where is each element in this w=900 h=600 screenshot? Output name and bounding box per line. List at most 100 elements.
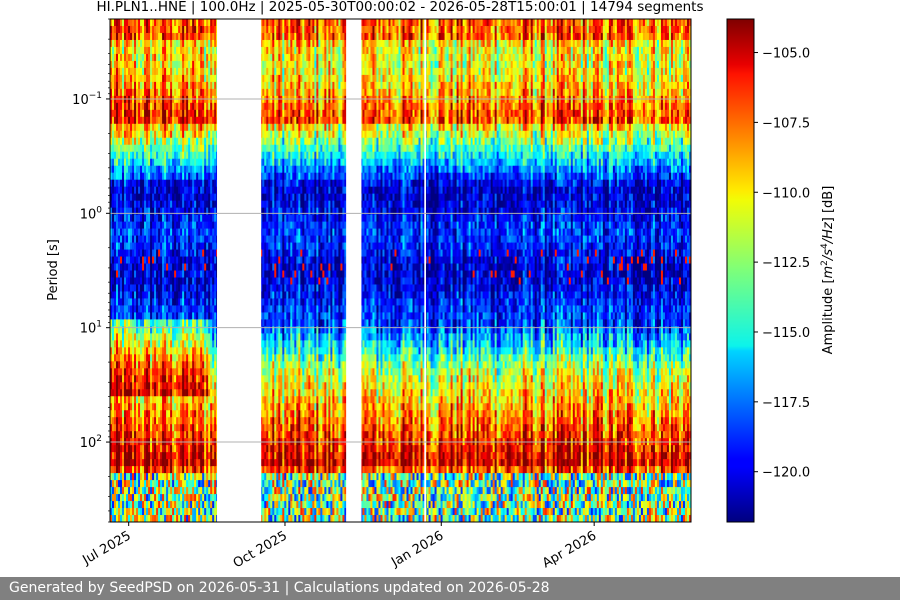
heatmap-cell [112, 235, 115, 244]
heatmap-cell [132, 431, 135, 439]
heatmap-cell [144, 305, 147, 314]
heatmap-cell [124, 326, 127, 334]
heatmap-cell [120, 480, 123, 488]
heatmap-cell [130, 494, 133, 502]
heatmap-cell [128, 235, 131, 244]
heatmap-cell [110, 445, 113, 453]
heatmap-cell [136, 284, 139, 293]
heatmap-cell [138, 130, 141, 139]
heatmap-cell [132, 473, 135, 481]
heatmap-cell [142, 32, 145, 41]
heatmap-cell [126, 67, 129, 76]
heatmap-cell [136, 235, 139, 244]
heatmap-cell [120, 312, 123, 321]
heatmap-cell [138, 67, 141, 76]
heatmap-cell [122, 221, 125, 230]
heatmap-cell [112, 123, 115, 132]
heatmap-cell [138, 480, 141, 488]
heatmap-cell [112, 298, 115, 307]
heatmap-cell [114, 214, 117, 223]
heatmap-cell [140, 459, 143, 467]
heatmap-cell [144, 130, 147, 139]
heatmap-cell [114, 473, 117, 481]
heatmap-cell [126, 95, 129, 104]
heatmap-cell [138, 424, 141, 432]
heatmap-cell [122, 354, 125, 362]
heatmap-cell [132, 60, 135, 69]
heatmap-cell [122, 480, 125, 488]
heatmap-cell [122, 291, 125, 300]
heatmap-cell [132, 480, 135, 488]
heatmap-cell [128, 501, 131, 509]
heatmap-cell [142, 228, 145, 237]
heatmap-cell [144, 480, 147, 488]
heatmap-cell [140, 354, 143, 362]
heatmap-cell [116, 95, 119, 104]
heatmap-cell [140, 172, 143, 181]
heatmap-cell [140, 67, 143, 76]
heatmap-cell [130, 74, 133, 83]
heatmap-cell [138, 473, 141, 481]
heatmap-cell [128, 81, 131, 90]
heatmap-cell [114, 67, 117, 76]
heatmap-cell [116, 424, 119, 432]
heatmap-cell [122, 473, 125, 481]
heatmap-cell [142, 312, 145, 321]
heatmap-cell [140, 95, 143, 104]
heatmap-cell [124, 452, 127, 460]
heatmap-cell [130, 452, 133, 460]
heatmap-cell [120, 200, 123, 209]
heatmap-cell [144, 193, 147, 202]
heatmap-cell [142, 109, 145, 118]
heatmap-cell [122, 508, 125, 516]
heatmap-cell [128, 221, 131, 230]
heatmap-cell [112, 508, 115, 516]
heatmap-cell [116, 32, 119, 41]
heatmap-cell [150, 95, 153, 104]
heatmap-cell [128, 319, 131, 327]
heatmap-cell [124, 53, 127, 62]
heatmap-cell [150, 473, 153, 481]
heatmap-cell [124, 25, 127, 34]
heatmap-cell [130, 228, 133, 237]
heatmap-cell [136, 19, 139, 27]
heatmap-cell [118, 221, 121, 230]
heatmap-cell [126, 326, 129, 334]
heatmap-cell [134, 200, 137, 209]
heatmap-cell [124, 501, 127, 509]
heatmap-cell [120, 452, 123, 460]
heatmap-cell [124, 368, 127, 376]
heatmap-cell [136, 137, 139, 146]
heatmap-cell [114, 74, 117, 83]
heatmap-cell [112, 53, 115, 62]
heatmap-cell [110, 326, 113, 334]
heatmap-cell [128, 431, 131, 439]
heatmap-cell [146, 403, 149, 411]
heatmap-cell [150, 193, 153, 202]
heatmap-cell [110, 256, 113, 265]
heatmap-cell [110, 473, 113, 481]
heatmap-cell [110, 53, 113, 62]
heatmap-cell [120, 130, 123, 139]
heatmap-cell [150, 179, 153, 188]
heatmap-cell [150, 459, 153, 467]
heatmap-cell [130, 116, 133, 125]
heatmap-cell [114, 81, 117, 90]
heatmap-cell [132, 46, 135, 55]
heatmap-cell [136, 81, 139, 90]
heatmap-cell [146, 158, 149, 167]
heatmap-cell [112, 172, 115, 181]
heatmap-cell [114, 501, 117, 509]
heatmap-cell [124, 46, 127, 55]
heatmap-cell [122, 214, 125, 223]
heatmap-cell [126, 354, 129, 362]
heatmap-cell [146, 284, 149, 293]
heatmap-cell [114, 445, 117, 453]
heatmap-cell [114, 305, 117, 314]
heatmap-cell [112, 46, 115, 55]
heatmap-cell [146, 249, 149, 258]
heatmap-cell [132, 508, 135, 516]
heatmap-cell [140, 480, 143, 488]
heatmap-cell [150, 130, 153, 139]
heatmap-cell [130, 312, 133, 321]
